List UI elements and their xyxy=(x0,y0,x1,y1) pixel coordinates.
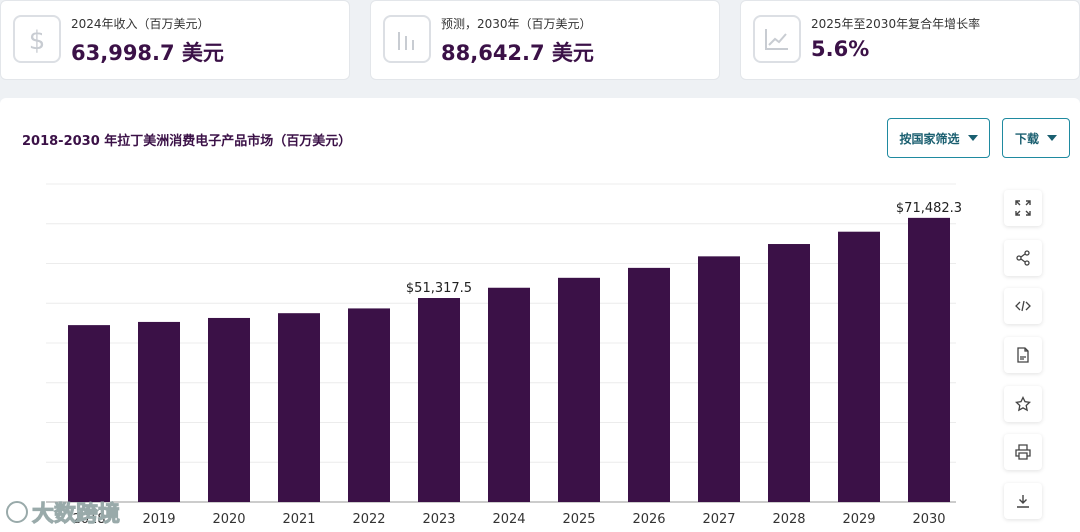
embed-button[interactable] xyxy=(1004,288,1042,324)
kpi-card-cagr: 2025年至2030年复合年增长率 5.6% xyxy=(740,0,1080,80)
favorite-button[interactable] xyxy=(1004,386,1042,422)
download-chart-button[interactable] xyxy=(1004,483,1042,519)
share-button[interactable] xyxy=(1004,240,1042,276)
bar-chart-icon xyxy=(383,15,431,63)
export-file-button[interactable] xyxy=(1004,337,1042,373)
kpi-label: 2025年至2030年复合年增长率 xyxy=(811,17,981,31)
star-icon xyxy=(1015,396,1031,412)
expand-button[interactable] xyxy=(1004,190,1042,226)
print-icon xyxy=(1015,444,1031,460)
chart-panel: 2018-2030 年拉丁美洲消费电子产品市场（百万美元） 按国家筛选 下载 xyxy=(0,98,1080,532)
kpi-label: 预测，2030年（百万美元） xyxy=(441,17,592,31)
kpi-label: 2024年收入（百万美元） xyxy=(71,17,210,31)
print-button[interactable] xyxy=(1004,434,1042,470)
share-icon xyxy=(1016,250,1030,266)
kpi-value: 5.6% xyxy=(811,37,870,61)
kpi-value: 88,642.7 美元 xyxy=(441,41,594,65)
file-icon xyxy=(1017,347,1029,363)
download-button-label: 下载 xyxy=(1014,131,1039,146)
watermark: 大数跨境 xyxy=(6,496,121,528)
kpi-card-forecast: 预测，2030年（百万美元） 88,642.7 美元 xyxy=(370,0,720,80)
chevron-down-icon xyxy=(1047,135,1057,141)
kpi-card-revenue: $ 2024年收入（百万美元） 63,998.7 美元 xyxy=(0,0,350,80)
kpi-value: 63,998.7 美元 xyxy=(71,41,224,65)
download-button[interactable]: 下载 xyxy=(1002,118,1070,158)
watermark-text: 大数跨境 xyxy=(31,502,121,528)
filter-by-country-button[interactable]: 按国家筛选 xyxy=(887,118,990,158)
embed-icon xyxy=(1015,300,1031,312)
svg-text:$: $ xyxy=(29,26,46,54)
expand-icon xyxy=(1015,200,1031,216)
download-icon xyxy=(1017,495,1029,508)
dollar-icon: $ xyxy=(13,15,61,63)
line-chart-icon xyxy=(753,15,801,63)
watermark-logo-icon xyxy=(6,501,28,523)
chart-title: 2018-2030 年拉丁美洲消费电子产品市场（百万美元） xyxy=(22,134,352,149)
filter-button-label: 按国家筛选 xyxy=(899,131,960,146)
chevron-down-icon xyxy=(967,135,978,141)
